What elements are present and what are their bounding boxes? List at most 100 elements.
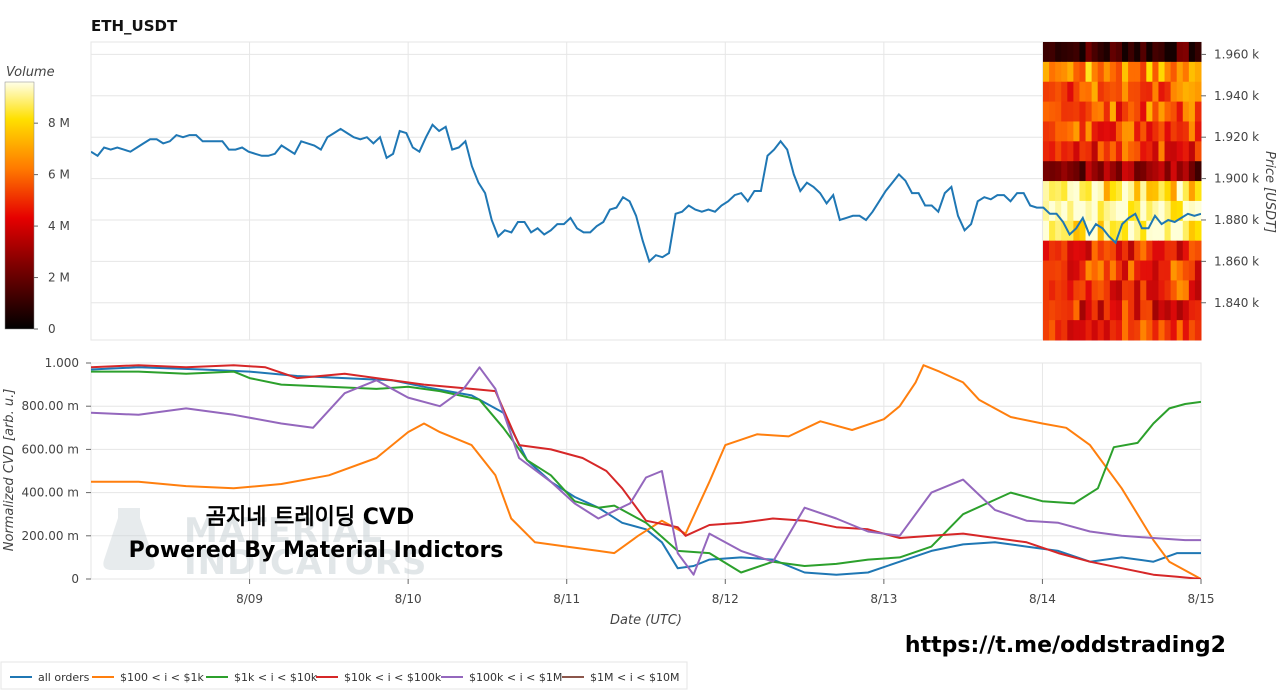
heatmap-cell [1146,280,1153,301]
heatmap-cell [1134,141,1141,162]
heatmap-cell [1097,200,1105,222]
heatmap-cell [1061,161,1068,182]
heatmap-cell [1152,320,1159,341]
heatmap-cell [1170,121,1178,142]
heatmap-cell [1164,61,1172,83]
heatmap-cell [1164,320,1172,341]
heatmap-cell [1055,121,1062,142]
heatmap-cell [1061,320,1068,341]
heatmap-cell [1140,280,1147,301]
heatmap-cell [1091,141,1099,162]
heatmap-cell [1103,61,1111,83]
price-y-ticks: 1.840 k 1.860 k 1.880 k 1.900 k 1.920 k 1.940… [1201,47,1259,310]
heatmap-cell [1097,61,1105,83]
heatmap-cell [1122,181,1129,202]
heatmap-cell [1176,240,1184,262]
heatmap-cell [1152,240,1159,262]
heatmap-cell [1091,220,1099,242]
heatmap-cell [1182,61,1190,83]
heatmap-cell [1152,42,1159,63]
heatmap-cell [1182,141,1190,162]
heatmap-cell [1170,300,1178,321]
heatmap-cell [1115,101,1123,122]
heatmap-cell [1091,280,1099,301]
heatmap-cell [1061,101,1068,122]
heatmap-cell [1128,121,1135,142]
heatmap-cell [1152,61,1159,83]
heatmap-cell [1061,220,1068,242]
heatmap-cell [1079,81,1087,103]
heatmap-cell [1073,101,1080,122]
heatmap-cell [1164,300,1172,321]
heatmap-cell [1073,121,1080,142]
heatmap-cell [1134,300,1141,321]
heatmap-cell [1055,141,1062,162]
heatmap-cell [1109,42,1117,63]
heatmap-cell [1085,200,1093,222]
heatmap-cell [1055,320,1062,341]
legend-label: $1k < i < $10k [234,671,318,684]
cvd-tick-label: 600.00 m [22,442,80,456]
heatmap-cell [1115,121,1123,142]
x-tick-label: 8/15 [1188,592,1215,606]
legend-label: $100k < i < $1M [469,671,562,684]
heatmap-cell [1158,300,1166,321]
heatmap-cell [1188,101,1196,122]
heatmap-cell [1109,240,1117,262]
heatmap-cell [1164,220,1172,242]
heatmap-cell [1109,260,1117,281]
heatmap-cell [1067,81,1074,103]
heatmap-cell [1097,121,1105,142]
heatmap-cell [1103,320,1111,341]
heatmap-cell [1055,81,1062,103]
heatmap-cell [1055,200,1062,222]
heatmap-cell [1079,181,1087,202]
heatmap-cell [1140,81,1147,103]
heatmap-cell [1097,81,1105,103]
heatmap-cell [1091,181,1099,202]
heatmap-cell [1158,141,1166,162]
watermark-subtitle: Powered By Material Indictors [129,538,504,563]
cvd-tick-label: 0 [71,572,79,586]
heatmap-cell [1097,320,1105,341]
heatmap-cell [1097,141,1105,162]
heatmap-cell [1115,161,1123,182]
heatmap-cell [1055,101,1062,122]
heatmap-cell [1055,300,1062,321]
heatmap-cell [1061,61,1068,83]
heatmap-cell [1170,141,1178,162]
x-tick-label: 8/10 [395,592,422,606]
price-line [91,123,1201,264]
heatmap-cell [1091,61,1099,83]
heatmap-cell [1170,181,1178,202]
heatmap-cell [1158,42,1166,63]
heatmap-cell [1073,141,1080,162]
heatmap-cell [1158,181,1166,202]
heatmap-cell [1103,260,1111,281]
heatmap-cell [1055,61,1062,83]
heatmap-cell [1091,81,1099,103]
heatmap-cell [1188,141,1196,162]
heatmap-cell [1115,141,1123,162]
price-grid [91,42,1202,340]
heatmap-cell [1182,161,1190,182]
heatmap-cell [1043,240,1050,262]
cvd-grid [91,362,1202,580]
heatmap-cell [1109,121,1117,142]
heatmap-cell [1134,200,1141,222]
heatmap-cell [1103,240,1111,262]
price-tick-label: 1.840 k [1214,296,1259,310]
heatmap-cell [1115,181,1123,202]
colorbar-tick-label: 8 M [48,116,70,130]
heatmap-cell [1176,220,1184,242]
heatmap-cell [1158,121,1166,142]
heatmap-cell [1188,61,1196,83]
heatmap-cell [1152,141,1159,162]
heatmap-cell [1176,300,1184,321]
heatmap-cell [1043,141,1050,162]
heatmap-cell [1182,42,1190,63]
heatmap-cell [1067,101,1074,122]
price-tick-label: 1.880 k [1214,213,1259,227]
heatmap-cell [1103,121,1111,142]
heatmap-cell [1061,81,1068,103]
